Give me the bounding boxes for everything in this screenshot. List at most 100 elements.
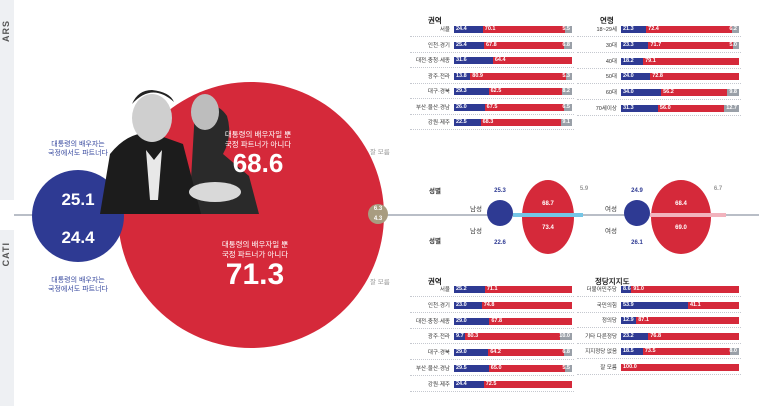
female-label-cati: 여성 (605, 228, 617, 235)
female-gray-ars: 6.7 (713, 186, 723, 192)
bar-track: 23.2 76.8 (621, 332, 739, 340)
male-label-ars: 남성 (470, 206, 482, 213)
bar-segment-blue: 25.2 (454, 286, 485, 293)
bar-segment-red: 64.2 (488, 349, 564, 357)
bar-row: 60대 34.0 56.2 9.8 (606, 89, 739, 97)
bar-value-label: 73.5 (644, 348, 656, 354)
bar-segment-blue: 21.3 (621, 26, 647, 33)
bar-row: 강원·제주 24.4 72.5 (428, 380, 572, 388)
female-blue-cati: 26.1 (631, 240, 643, 246)
bar-row: 대구·경북 29.3 62.5 8.2 (428, 88, 572, 95)
bar-segment-red: 79.1 (643, 57, 739, 65)
male-blue-circle (487, 200, 513, 226)
male-highlight-bar (513, 213, 583, 217)
bar-value-label: 34.0 (623, 89, 634, 96)
bar-row: 서울 25.2 71.1 (440, 286, 572, 293)
bar-value-label: 8.0 (729, 348, 737, 354)
bar-category-label: 부산·울산·경남 (415, 104, 450, 111)
bar-value-label: 67.5 (486, 103, 498, 110)
cati-left-caption: 대통령의 배우자는 국정에서도 파트너다 (48, 277, 108, 293)
row-separator (410, 311, 574, 313)
male-red-circle (522, 180, 574, 254)
bar-segment-red: 64.4 (492, 57, 572, 64)
bar-category-label: 지지정당 없음 (585, 349, 617, 355)
female-blue-ars: 24.9 (631, 188, 643, 194)
ars-tab-label: ARS (1, 20, 11, 43)
cati-left-value: 24.4 (61, 228, 95, 247)
cati-other-value: 4.3 (373, 216, 383, 222)
bar-track: 25.2 71.1 (454, 286, 572, 293)
bar-segment-gray: 6.5 (562, 103, 572, 111)
row-separator (577, 83, 741, 85)
bar-segment-red: 56.0 (657, 105, 724, 112)
bar-value-label: 72.4 (648, 26, 659, 32)
bar-segment-blue: 26.0 (454, 103, 485, 111)
bar-value-label: 9.7 (456, 333, 464, 340)
bar-value-label: 64.2 (490, 349, 501, 356)
bar-value-label: 5.0 (729, 41, 737, 48)
president-photo (100, 80, 260, 214)
female-label-ars: 여성 (605, 206, 617, 213)
female-blue-circle (624, 200, 650, 226)
cati-right-value: 71.3 (225, 258, 285, 291)
bar-value-label: 6.2 (729, 26, 737, 32)
bar-track: 29.0 64.2 6.8 (454, 349, 572, 357)
bar-segment-blue: 53.9 (621, 301, 688, 309)
bar-value-label: 31.6 (456, 57, 467, 63)
bar-row: 부산·울산·경남 26.0 67.5 6.5 (416, 103, 572, 111)
gender-title-ars: 성별 (429, 188, 441, 195)
cati-region-panel-title: 권역 (428, 277, 442, 286)
bar-value-label: 8.6 (623, 286, 631, 292)
bar-category-label: 서울 (439, 27, 450, 33)
bar-value-label: 29.5 (456, 365, 467, 371)
row-separator (577, 115, 741, 116)
bar-row: 인천·경기 25.4 67.8 6.8 (428, 41, 572, 49)
bar-value-label: 67.8 (491, 317, 503, 324)
row-separator (410, 343, 574, 345)
bar-segment-gray: 5.5 (562, 365, 572, 372)
female-red-ars: 68.4 (675, 201, 687, 207)
bar-category-label: 70세이상 (595, 106, 617, 112)
bar-category-label: 대구·경북 (427, 89, 450, 95)
bar-segment-red: 80.9 (470, 72, 566, 80)
bar-track: 24.0 72.8 (621, 73, 739, 81)
ars-region-panel-title: 권역 (428, 16, 442, 25)
row-separator (410, 67, 574, 68)
bar-value-label: 10.0 (559, 333, 570, 340)
ars-right-value: 68.6 (232, 148, 284, 178)
cati-side-tab: CATI (0, 230, 14, 406)
bar-value-label: 26.0 (456, 103, 467, 110)
bar-row: 국민의힘 53.9 41.1 (597, 301, 739, 309)
male-red-cati: 73.4 (542, 225, 554, 231)
bar-value-label: 6.5 (562, 103, 570, 110)
bar-row: 50대 24.0 72.8 (606, 73, 739, 81)
row-separator (410, 375, 574, 376)
bar-category-label: 30대 (605, 42, 617, 49)
bar-segment-blue: 23.0 (454, 301, 482, 309)
bar-segment-blue: 9.7 (454, 333, 466, 341)
row-separator (410, 98, 574, 99)
bar-value-label: 62.5 (490, 88, 502, 94)
bar-segment-blue: 29.0 (454, 317, 490, 325)
bar-segment-red: 73.5 (642, 348, 730, 355)
bar-segment-blue: 23.3 (621, 41, 649, 49)
bar-category-label: 정의당 (601, 318, 617, 324)
row-separator (410, 36, 574, 37)
bar-row: 지지정당 없음 18.5 73.5 8.0 (585, 348, 739, 355)
row-separator (577, 342, 741, 344)
ars-left-caption: 대통령의 배우자는 국정에서도 파트너다 (48, 141, 108, 157)
bar-value-label: 23.2 (623, 332, 634, 339)
bar-track: 18.2 79.1 (621, 57, 739, 65)
bar-value-label: 65.0 (490, 365, 502, 371)
ars-other-value: 6.3 (373, 206, 383, 212)
bar-value-label: 76.8 (650, 332, 662, 339)
bar-row: 더불어민주당 8.6 91.0 (587, 286, 739, 293)
bar-segment-gray: 6.8 (562, 41, 572, 49)
bar-segment-gray: 5.0 (729, 41, 739, 49)
row-separator (577, 358, 741, 359)
bar-value-label: 6.8 (562, 41, 570, 48)
bar-segment-red: 87.1 (636, 317, 739, 324)
bar-segment-blue: 23.2 (621, 332, 649, 340)
bar-segment-red: 67.8 (489, 317, 572, 325)
bar-segment-blue: 24.4 (454, 380, 484, 388)
